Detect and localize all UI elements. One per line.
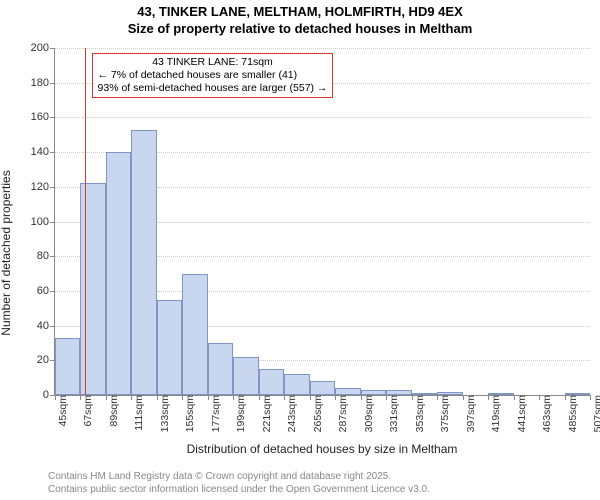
histogram-bar: [182, 274, 207, 395]
xtick-label: 89sqm: [102, 395, 120, 427]
xtick-label: 287sqm: [331, 395, 349, 432]
xtick-label: 485sqm: [561, 395, 579, 432]
xtick-label: 243sqm: [280, 395, 298, 432]
xtick-label: 133sqm: [153, 395, 171, 432]
xtick-label: 45sqm: [51, 395, 69, 427]
xtick-label: 111sqm: [127, 395, 145, 431]
annotation-box: 43 TINKER LANE: 71sqm← 7% of detached ho…: [92, 53, 334, 98]
xtick-label: 463sqm: [535, 395, 553, 432]
histogram-bar: [412, 393, 437, 395]
footer-line-1: Contains HM Land Registry data © Crown c…: [48, 471, 430, 484]
x-axis-label: Distribution of detached houses by size …: [54, 442, 590, 456]
histogram-bar: [157, 300, 182, 395]
gridline: [55, 48, 590, 49]
ytick-label: 80: [37, 250, 55, 262]
annotation-line: 93% of semi-detached houses are larger (…: [98, 82, 328, 95]
histogram-bar: [565, 393, 590, 395]
xtick-label: 177sqm: [204, 395, 222, 432]
xtick-label: 221sqm: [255, 395, 273, 432]
xtick-label: 353sqm: [408, 395, 426, 432]
xtick-label: 309sqm: [357, 395, 375, 432]
gridline: [55, 83, 590, 84]
histogram-bar: [284, 374, 309, 395]
ytick-label: 160: [31, 111, 55, 123]
chart-title: 43, TINKER LANE, MELTHAM, HOLMFIRTH, HD9…: [0, 0, 600, 38]
annotation-line: ← 7% of detached houses are smaller (41): [98, 69, 328, 82]
xtick-label: 199sqm: [229, 395, 247, 432]
ytick-label: 140: [31, 146, 55, 158]
ytick-label: 40: [37, 320, 55, 332]
xtick-label: 155sqm: [178, 395, 196, 432]
ytick-label: 120: [31, 181, 55, 193]
histogram-bar: [106, 152, 131, 395]
xtick-label: 331sqm: [382, 395, 400, 432]
histogram-bar: [361, 390, 386, 395]
histogram-bar: [437, 392, 462, 395]
property-marker-line: [85, 48, 86, 395]
ytick-label: 60: [37, 285, 55, 297]
histogram-bar: [259, 369, 284, 395]
xtick-label: 67sqm: [76, 395, 94, 427]
histogram-bar: [233, 357, 258, 395]
title-line-2: Size of property relative to detached ho…: [0, 21, 600, 38]
histogram-bar: [488, 393, 513, 395]
footer-line-2: Contains public sector information licen…: [48, 484, 430, 497]
ytick-label: 20: [37, 354, 55, 366]
ytick-label: 100: [31, 216, 55, 228]
annotation-line: 43 TINKER LANE: 71sqm: [98, 56, 328, 69]
ytick-label: 180: [31, 77, 55, 89]
ytick-label: 200: [31, 42, 55, 54]
xtick-label: 419sqm: [484, 395, 502, 432]
xtick-label: 397sqm: [459, 395, 477, 432]
histogram-bar: [55, 338, 80, 395]
histogram-bar: [208, 343, 233, 395]
y-axis-label: Number of detached properties: [0, 88, 13, 253]
xtick-label: 507sqm: [586, 395, 600, 432]
xtick-label: 375sqm: [433, 395, 451, 432]
xtick-label: 265sqm: [306, 395, 324, 432]
histogram-bar: [386, 390, 411, 395]
footer-attribution: Contains HM Land Registry data © Crown c…: [48, 471, 430, 496]
histogram-bar: [131, 130, 156, 395]
xtick-label: 441sqm: [510, 395, 528, 432]
histogram-bar: [310, 381, 335, 395]
gridline: [55, 117, 590, 118]
histogram-bar: [335, 388, 360, 395]
title-line-1: 43, TINKER LANE, MELTHAM, HOLMFIRTH, HD9…: [0, 4, 600, 21]
chart-container: Number of detached properties 0204060801…: [0, 42, 600, 464]
plot-area: 02040608010012014016018020045sqm67sqm89s…: [54, 48, 590, 396]
